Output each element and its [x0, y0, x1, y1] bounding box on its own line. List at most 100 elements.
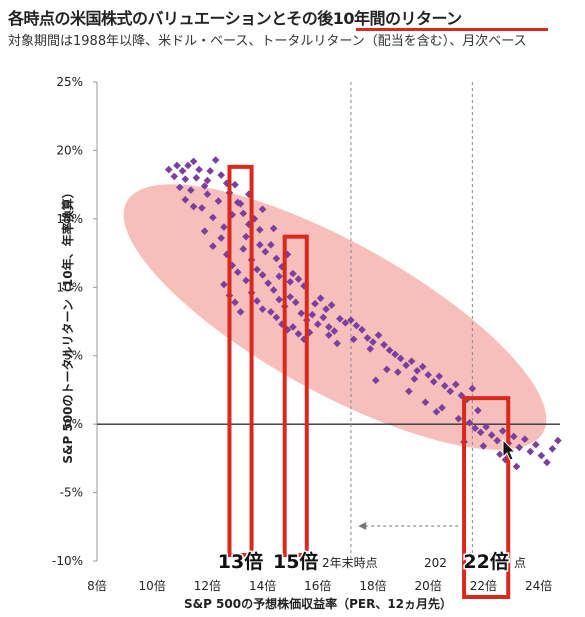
data-point — [391, 350, 399, 359]
data-point — [369, 338, 377, 346]
x-tick-label: 18倍 — [359, 578, 386, 593]
data-point — [440, 382, 449, 390]
data-point — [363, 334, 372, 342]
data-point — [239, 245, 248, 253]
data-point — [465, 418, 474, 427]
data-point — [532, 440, 540, 449]
data-point — [181, 175, 190, 183]
data-point — [200, 182, 209, 190]
data-point — [258, 305, 267, 313]
data-point — [192, 174, 201, 182]
data-point — [231, 180, 239, 189]
data-point — [383, 365, 391, 374]
data-point — [189, 157, 198, 166]
arrow-head — [358, 522, 367, 530]
highlight-label: 15倍 — [273, 550, 318, 573]
y-axis-label: S&P 500のトータルリターン（10年、年率換算） — [60, 186, 75, 463]
data-point — [325, 331, 333, 339]
data-points-layer — [164, 156, 562, 471]
data-point — [220, 223, 228, 231]
data-point — [421, 398, 430, 407]
data-point — [253, 265, 261, 274]
data-point — [394, 368, 402, 376]
data-point — [454, 414, 463, 423]
data-point — [294, 330, 303, 338]
highlight-box — [462, 396, 511, 600]
data-point — [438, 403, 446, 412]
data-point — [189, 202, 198, 211]
data-point — [380, 340, 388, 349]
highlight-label: 13倍 — [218, 550, 263, 573]
data-point — [512, 462, 521, 471]
data-point — [242, 276, 250, 285]
data-point — [206, 167, 214, 175]
data-point — [198, 204, 206, 212]
data-point — [187, 186, 195, 194]
data-point — [231, 298, 239, 307]
data-point — [258, 271, 267, 279]
y-tick-label: 25% — [56, 75, 83, 89]
x-tick-label: 24倍 — [525, 578, 552, 593]
data-point — [200, 227, 209, 235]
data-point — [537, 451, 546, 460]
data-point — [267, 308, 275, 316]
data-point — [358, 325, 366, 334]
data-point — [203, 190, 212, 199]
data-point — [253, 297, 261, 305]
data-point — [468, 384, 477, 393]
data-point — [410, 375, 419, 383]
annotation-text: 2年末時点 — [322, 556, 378, 570]
x-tick-label: 10倍 — [139, 578, 166, 593]
data-point — [209, 242, 217, 251]
y-tick-label: 0% — [64, 417, 83, 431]
data-point — [203, 176, 212, 185]
data-point — [474, 406, 482, 415]
data-point — [319, 313, 328, 322]
highlight-boxes-layer: 13倍 15倍 22倍 2年末時点 202 点 — [216, 164, 526, 600]
data-point — [476, 428, 485, 437]
data-point — [413, 366, 421, 375]
data-point — [316, 294, 325, 303]
data-point — [258, 205, 267, 214]
data-point — [336, 314, 344, 323]
data-point — [275, 295, 283, 304]
annotation-text: 202 — [424, 556, 447, 570]
data-point — [170, 172, 179, 181]
data-point — [374, 331, 383, 339]
data-point — [526, 447, 535, 456]
data-point — [515, 443, 524, 452]
data-point — [407, 357, 416, 365]
annotation-text: 点 — [514, 556, 526, 570]
data-point — [424, 371, 432, 379]
highlight-label: 22倍 — [463, 550, 508, 573]
data-point — [236, 308, 245, 316]
data-point — [435, 372, 444, 381]
x-tick-label: 16倍 — [304, 578, 331, 593]
data-point — [245, 190, 253, 199]
data-point — [173, 161, 181, 170]
data-point — [164, 165, 173, 174]
data-point — [429, 377, 438, 386]
data-point — [371, 376, 380, 385]
data-point — [311, 299, 319, 308]
data-point — [471, 424, 479, 433]
data-point — [256, 241, 264, 249]
data-point — [209, 213, 217, 222]
data-point — [314, 320, 322, 329]
data-point — [195, 165, 203, 174]
data-point — [267, 241, 275, 249]
data-point — [233, 268, 242, 277]
data-point — [341, 319, 350, 327]
data-point — [482, 423, 490, 431]
data-point — [256, 226, 264, 234]
data-point — [543, 458, 551, 467]
y-tick-label: 5% — [64, 349, 83, 363]
data-point — [239, 209, 248, 218]
data-point — [176, 183, 184, 192]
data-point — [294, 275, 303, 283]
data-point — [233, 198, 242, 207]
data-point — [385, 346, 394, 355]
data-point — [402, 361, 410, 370]
data-point — [272, 313, 281, 322]
